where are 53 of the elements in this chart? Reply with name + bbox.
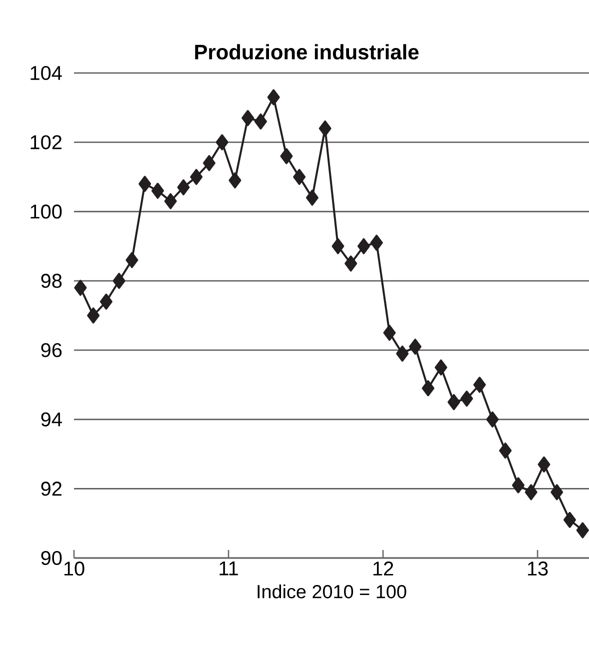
- point: [550, 484, 564, 500]
- point: [151, 182, 164, 199]
- y-tick-label: 104: [30, 66, 62, 80]
- point: [138, 176, 152, 192]
- point: [460, 390, 473, 407]
- point: [332, 238, 344, 254]
- point: [383, 324, 396, 341]
- point: [538, 456, 550, 472]
- point: [202, 155, 216, 172]
- point: [524, 484, 538, 500]
- point: [74, 280, 87, 296]
- point: [254, 113, 267, 130]
- point: [280, 148, 293, 164]
- chart-title: Produzione industriale: [195, 44, 419, 60]
- point: [126, 252, 138, 268]
- point: [434, 359, 448, 376]
- x-tick-label: 11: [220, 562, 238, 576]
- x-axis-title: Indice 2010 = 100: [258, 584, 406, 598]
- point: [177, 179, 190, 196]
- point: [216, 134, 228, 150]
- point: [293, 168, 306, 185]
- point: [112, 272, 126, 289]
- point: [190, 168, 203, 185]
- point: [357, 238, 370, 254]
- point: [486, 411, 499, 428]
- y-tick-label: 96: [41, 343, 62, 358]
- point: [370, 234, 383, 251]
- y-tick-label: 102: [30, 135, 62, 150]
- point: [267, 89, 280, 106]
- point: [344, 256, 358, 272]
- point: [408, 338, 422, 355]
- point: [499, 442, 512, 459]
- point: [87, 307, 100, 324]
- y-tick-label: 100: [30, 204, 62, 219]
- point: [473, 376, 486, 393]
- x-tick-label: 10: [64, 562, 84, 576]
- point: [563, 512, 576, 528]
- point: [512, 477, 524, 494]
- point: [306, 190, 318, 206]
- point: [164, 193, 177, 210]
- y-tick-label: 90: [41, 550, 62, 566]
- y-tick-label: 92: [41, 482, 62, 496]
- x-tick-label: 12: [373, 562, 394, 576]
- y-tick-label: 94: [41, 412, 62, 426]
- point: [100, 294, 112, 310]
- y-tick-label: 98: [41, 274, 62, 288]
- point: [448, 394, 460, 410]
- point: [422, 380, 434, 396]
- x-tick-label: 13: [528, 562, 548, 576]
- point: [396, 346, 409, 362]
- point: [318, 120, 332, 136]
- point: [228, 172, 242, 188]
- point: [242, 110, 254, 126]
